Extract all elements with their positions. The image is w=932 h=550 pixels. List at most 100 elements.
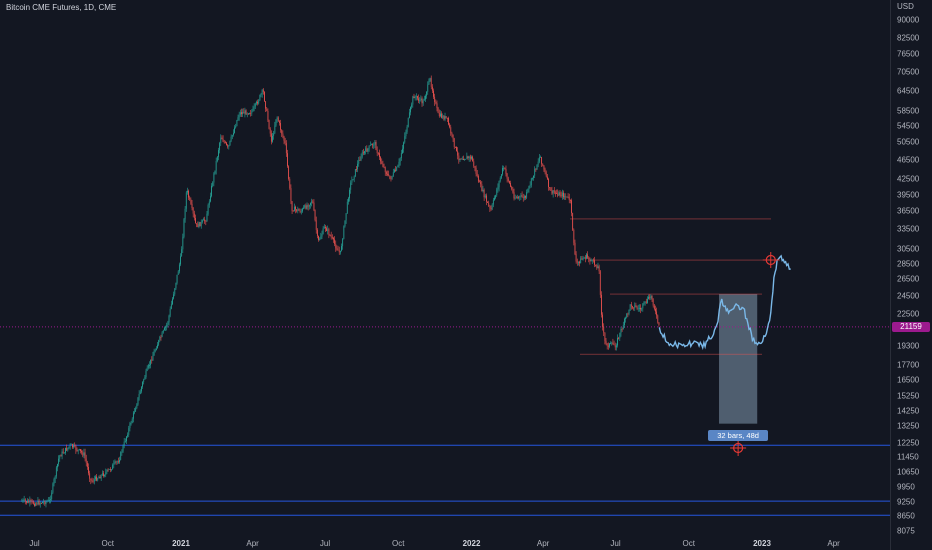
candle-body — [111, 469, 112, 471]
candle-body — [606, 343, 608, 346]
candle-body — [612, 342, 614, 345]
candle-body — [607, 345, 609, 347]
candle-body — [399, 158, 401, 162]
candle-body — [272, 135, 273, 142]
candle-body — [218, 150, 219, 157]
candle-body — [542, 163, 544, 166]
candle-body — [569, 200, 571, 201]
candle-body — [653, 305, 655, 309]
price-tick-label: 8650 — [897, 511, 915, 521]
candle-body — [420, 98, 422, 101]
candle-body — [252, 108, 254, 112]
candle-body — [81, 450, 83, 453]
candle-body — [651, 295, 653, 300]
candle-body — [421, 98, 423, 104]
candle-body — [579, 261, 580, 264]
candle-body — [70, 444, 72, 445]
candle-body — [215, 160, 217, 171]
candle-body — [268, 120, 270, 129]
candle-body — [414, 96, 416, 99]
candle-body — [201, 220, 203, 222]
candle-body — [251, 111, 253, 114]
candle-body — [348, 198, 349, 202]
time-tick-label: Oct — [682, 539, 695, 548]
candle-body — [440, 113, 441, 117]
candle-body — [492, 199, 494, 205]
candle-body — [284, 140, 286, 144]
candle-body — [529, 185, 531, 187]
candle-body — [187, 190, 188, 193]
candle-body — [614, 345, 616, 348]
price-tick-label: 50500 — [897, 137, 920, 147]
date-range-label: 32 bars, 48d — [708, 429, 769, 441]
candle-body — [143, 379, 145, 383]
candle-body — [228, 145, 230, 147]
candle-body — [582, 258, 584, 260]
candle-body — [482, 189, 484, 192]
candle-body — [151, 359, 153, 361]
date-range-box — [719, 294, 758, 424]
candle-body — [23, 499, 25, 501]
candle-body — [392, 172, 394, 176]
candle-body — [373, 144, 375, 146]
candle-body — [428, 80, 430, 85]
candle-body — [273, 133, 275, 136]
candle-body — [525, 196, 526, 198]
candle-body — [222, 139, 224, 142]
candle-body — [415, 96, 417, 97]
candle-body — [35, 503, 37, 506]
candle-body — [260, 94, 262, 95]
candle-body — [443, 115, 445, 120]
candle-body — [99, 476, 101, 479]
candle-body — [183, 219, 185, 237]
candle-body — [296, 209, 298, 212]
candle-body — [93, 479, 95, 482]
candle-body — [557, 193, 559, 196]
candle-body — [566, 196, 568, 198]
candle-body — [507, 178, 509, 182]
candle-body — [76, 450, 78, 451]
candle-body — [442, 115, 444, 118]
candle-body — [220, 137, 222, 144]
candle-body — [234, 127, 235, 134]
candle-body — [448, 118, 449, 125]
candle-body — [374, 141, 376, 145]
candle-body — [615, 345, 617, 348]
price-tick-label: 70500 — [897, 67, 920, 77]
candle-body — [155, 348, 157, 350]
candle-body — [538, 157, 540, 162]
candle-body — [69, 444, 71, 447]
candle-body — [636, 306, 638, 309]
candle-body — [51, 492, 53, 500]
candle-body — [341, 246, 342, 251]
price-tick-label: 64500 — [897, 86, 920, 96]
price-axis[interactable]: USD 90000 82500 76500 70500 64500 58500 54500 5… — [890, 0, 932, 550]
chart-canvas[interactable] — [0, 0, 890, 550]
candle-body — [142, 382, 143, 387]
candle-body — [550, 187, 552, 191]
candle-body — [67, 447, 69, 451]
candle-body — [417, 96, 418, 99]
candle-body — [308, 205, 310, 207]
candle-body — [361, 152, 363, 157]
candle-body — [61, 451, 63, 457]
candle-body — [353, 176, 355, 180]
candle-body — [107, 469, 109, 471]
candle-body — [458, 155, 460, 161]
candle-body — [297, 209, 299, 212]
candle-body — [564, 196, 566, 198]
candle-body — [49, 499, 50, 501]
candle-body — [276, 117, 278, 120]
candle-body — [588, 257, 590, 260]
candle-body — [63, 452, 65, 454]
candle-body — [544, 169, 546, 173]
candle-body — [307, 205, 309, 207]
candle-body — [103, 473, 104, 476]
candle-body — [436, 103, 438, 109]
candle-body — [227, 145, 229, 147]
candle-body — [92, 481, 94, 483]
candle-body — [188, 190, 189, 198]
candle-body — [283, 136, 285, 141]
candle-body — [429, 78, 431, 81]
candle-body — [135, 408, 137, 412]
